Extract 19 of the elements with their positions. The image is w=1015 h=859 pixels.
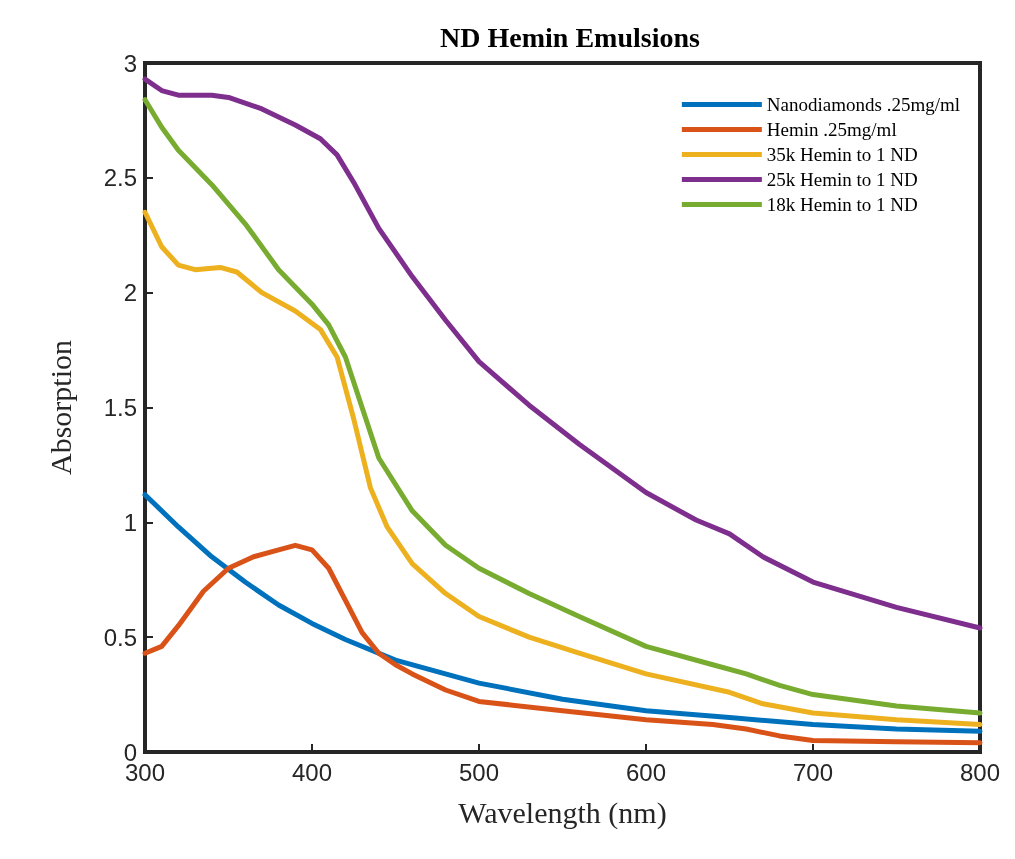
x-tick-label: 400 xyxy=(291,758,333,786)
x-tick-label: 500 xyxy=(458,758,500,786)
x-tick-label: 700 xyxy=(792,758,834,786)
x-tick-label: 600 xyxy=(625,758,667,786)
x-axis-title: Wavelength (nm) xyxy=(458,795,667,830)
legend-label: Nanodiamonds .25mg/ml xyxy=(766,94,960,115)
y-tick-label: 0.5 xyxy=(103,623,137,651)
legend-label: 35k Hemin to 1 ND xyxy=(766,144,918,165)
x-tick-label: 800 xyxy=(959,758,1001,786)
y-axis-title: Absorption xyxy=(43,340,77,475)
y-tick-label: 3 xyxy=(123,49,137,77)
y-tick-label: 2 xyxy=(123,279,137,307)
y-tick-label: 2.5 xyxy=(103,164,137,192)
legend-label: 25k Hemin to 1 ND xyxy=(766,169,918,190)
chart-title: ND Hemin Emulsions xyxy=(440,21,701,53)
legend-label: Hemin .25mg/ml xyxy=(766,119,897,140)
legend-label: 18k Hemin to 1 ND xyxy=(766,194,918,215)
y-tick-label: 1 xyxy=(123,508,137,536)
y-tick-label: 1.5 xyxy=(103,394,137,421)
